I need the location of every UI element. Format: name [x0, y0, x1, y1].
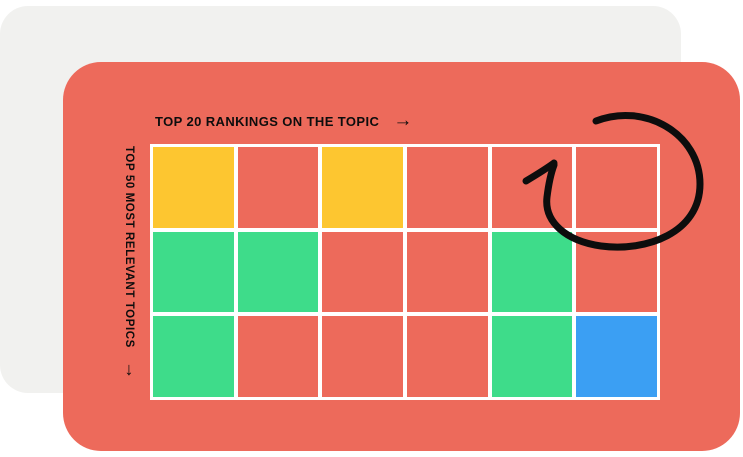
grid-cell-green [491, 316, 573, 397]
grid-cell-coral [237, 147, 319, 228]
grid-cell-blue [576, 316, 657, 397]
grid-cell-coral [576, 231, 657, 313]
right-arrow-icon: → [393, 109, 413, 131]
grid-cell-coral [406, 231, 488, 313]
y-axis-label-column: TOP 50 MOST RELEVANT TOPICS ↓ [116, 146, 142, 378]
grid-cell-coral [322, 231, 403, 313]
topic-matrix-card: TOP 20 RANKINGS ON THE TOPIC → TOP 50 MO… [63, 62, 740, 451]
grid-cell-coral [491, 147, 573, 228]
topic-grid [150, 144, 660, 400]
grid-cell-green [153, 231, 234, 313]
grid-cell-yellow [322, 147, 403, 228]
x-axis-label-row: TOP 20 RANKINGS ON THE TOPIC → [155, 109, 413, 131]
grid-cell-coral [322, 316, 403, 397]
grid-cell-coral [237, 316, 319, 397]
y-axis-label: TOP 50 MOST RELEVANT TOPICS [123, 146, 135, 348]
grid-cell-yellow [153, 147, 234, 228]
grid-cell-green [237, 231, 319, 313]
grid-cell-coral [406, 316, 488, 397]
grid-cell-coral [576, 147, 657, 228]
x-axis-label: TOP 20 RANKINGS ON THE TOPIC [155, 113, 380, 129]
grid-cell-coral [406, 147, 488, 228]
grid-cell-green [491, 231, 573, 313]
grid-cell-green [153, 316, 234, 397]
down-arrow-icon: ↓ [124, 358, 134, 379]
